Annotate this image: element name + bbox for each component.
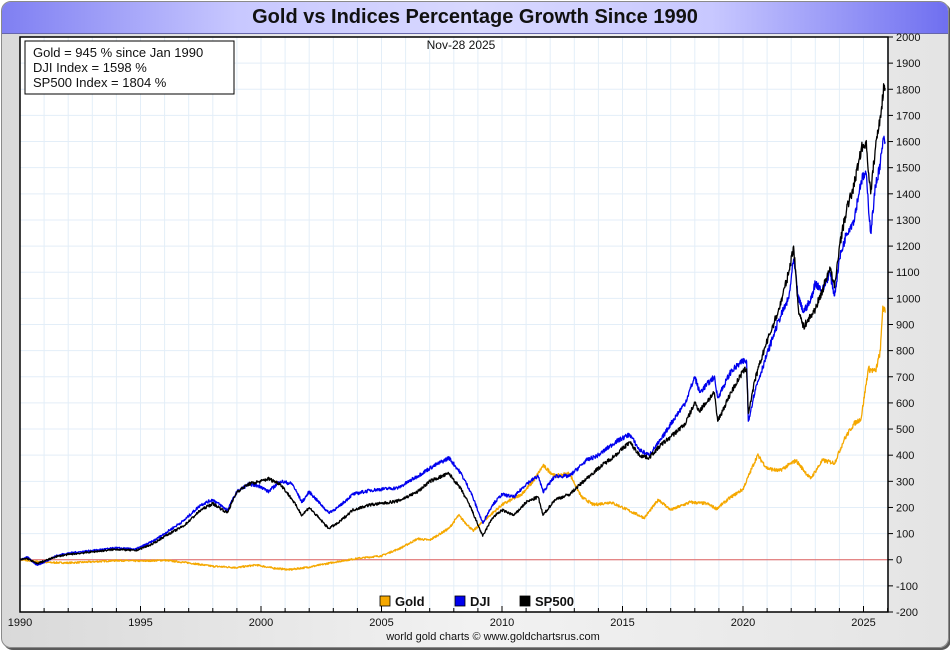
x-tick-label: 2020 — [731, 617, 755, 629]
x-axis: 1990 1995 2000 2005 2010 2015 2020 2025 — [8, 606, 889, 629]
y-tick-label: 400 — [896, 450, 914, 462]
date-label: Nov-28 2025 — [427, 38, 496, 52]
info-dji: DJI Index = 1598 % — [33, 60, 147, 75]
x-tick-label: 2015 — [610, 617, 634, 629]
legend-swatch-sp500 — [519, 595, 531, 607]
x-tick-label: 2025 — [851, 617, 875, 629]
x-tick-label: 2000 — [249, 617, 273, 629]
y-tick-label: 200 — [896, 502, 914, 514]
y-tick-label: 1800 — [896, 84, 920, 96]
legend-swatch-gold — [379, 595, 391, 607]
y-tick-label: 1100 — [896, 267, 920, 279]
y-tick-label: 500 — [896, 424, 914, 436]
info-box: Gold = 945 % since Jan 1990 DJI Index = … — [24, 40, 235, 95]
x-tick-label: 2010 — [490, 617, 514, 629]
y-tick-label: 1600 — [896, 137, 920, 149]
series-line-gold — [19, 305, 886, 571]
y-axis: -200 -100 0 100 200 300 400 500 600 700 800 900 1000… — [888, 32, 920, 619]
x-tick-label: 2005 — [369, 617, 393, 629]
chart-title: Gold vs Indices Percentage Growth Since … — [252, 6, 698, 28]
legend-label-dji: DJI — [470, 594, 490, 609]
info-sp500: SP500 Index = 1804 % — [33, 75, 167, 90]
y-tick-label: 900 — [896, 320, 914, 332]
y-tick-label: 1300 — [896, 215, 920, 227]
y-tick-label: 600 — [896, 398, 914, 410]
title-bar: Gold vs Indices Percentage Growth Since … — [2, 2, 948, 34]
legend: Gold DJI SP500 — [379, 594, 574, 609]
legend-swatch-dji — [454, 595, 466, 607]
y-tick-label: 800 — [896, 346, 914, 358]
y-tick-label: 2000 — [896, 32, 920, 44]
series-line-dji — [19, 135, 886, 566]
legend-label-gold: Gold — [395, 594, 425, 609]
legend-label-sp500: SP500 — [535, 594, 574, 609]
y-tick-label: 100 — [896, 529, 914, 541]
x-tick-label: 1990 — [8, 617, 32, 629]
series-layer — [19, 83, 886, 571]
y-tick-label: 300 — [896, 476, 914, 488]
y-tick-label: 1900 — [896, 58, 920, 70]
x-tick-label: 1995 — [128, 617, 152, 629]
series-line-sp500 — [19, 83, 886, 565]
y-tick-label: 1700 — [896, 110, 920, 122]
y-tick-label: 0 — [896, 555, 902, 567]
y-tick-label: 1400 — [896, 189, 920, 201]
y-tick-label: 1000 — [896, 293, 920, 305]
y-tick-label: -100 — [896, 581, 918, 593]
y-tick-label: 700 — [896, 372, 914, 384]
y-tick-label: -200 — [896, 607, 918, 619]
y-tick-label: 1500 — [896, 163, 920, 175]
credit-text: world gold charts © www.goldchartsrus.co… — [385, 631, 600, 643]
info-box-border — [24, 40, 235, 95]
y-tick-label: 1200 — [896, 241, 920, 253]
info-gold: Gold = 945 % since Jan 1990 — [33, 45, 203, 60]
